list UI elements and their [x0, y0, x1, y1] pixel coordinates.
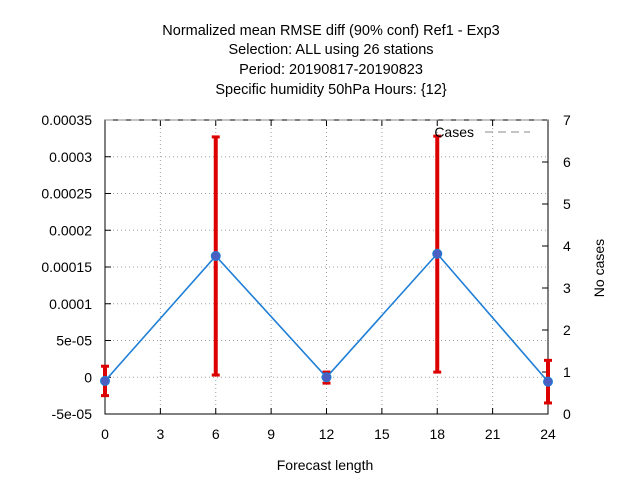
y-tick-label: 0.0003	[49, 149, 92, 165]
x-tick-label: 12	[319, 426, 335, 442]
legend-label: Cases	[434, 124, 474, 140]
y2-tick-label: 0	[563, 406, 571, 422]
chart-title-line-3: Period: 20190817-20190823	[239, 62, 423, 78]
y2-tick-label: 3	[563, 280, 571, 296]
chart-title-line-2: Selection: ALL using 26 stations	[228, 42, 433, 58]
chart-title-line-1: Normalized mean RMSE diff (90% conf) Ref…	[162, 23, 499, 39]
x-tick-label: 24	[540, 426, 556, 442]
y-tick-label: 5e-05	[56, 333, 92, 349]
y-tick-label: 0.0002	[49, 222, 92, 238]
y-tick-label: 0.00025	[41, 186, 92, 202]
data-point	[210, 250, 221, 261]
y-tick-label: 0.0001	[49, 296, 92, 312]
tick-labels: 0 3 6 9 12 15 18 21 240.000350.00030.000250.0002…	[41, 112, 571, 442]
y-tick-label: 0.00015	[41, 259, 92, 275]
data-point	[321, 372, 332, 383]
y2-tick-label: 5	[563, 196, 571, 212]
y-tick-label: 0.00035	[41, 112, 92, 128]
legend: Cases	[434, 124, 530, 140]
x-axis-label: Forecast length	[277, 457, 374, 473]
y2-tick-label: 6	[563, 154, 571, 170]
data-points	[100, 248, 553, 387]
y2-tick-label: 1	[563, 364, 571, 380]
x-tick-label: 3	[156, 426, 164, 442]
data-point	[543, 376, 553, 387]
x-tick-label: 6	[212, 426, 220, 442]
y-tick-label: -5e-05	[52, 406, 93, 422]
x-tick-label: 15	[374, 426, 390, 442]
x-tick-label: 18	[429, 426, 445, 442]
y2-tick-label: 7	[563, 112, 571, 128]
x-tick-label: 0	[101, 426, 109, 442]
y2-tick-label: 2	[563, 322, 571, 338]
y2-axis-label: No cases	[591, 239, 607, 297]
y-tick-label: 0	[84, 369, 92, 385]
data-point	[432, 248, 443, 259]
x-tick-label: 21	[485, 426, 501, 442]
grid	[105, 120, 548, 414]
x-tick-label: 9	[267, 426, 275, 442]
y2-tick-label: 4	[563, 238, 571, 254]
data-point	[100, 375, 110, 386]
chart-title-line-4: Specific humidity 50hPa Hours: {12}	[215, 82, 446, 98]
